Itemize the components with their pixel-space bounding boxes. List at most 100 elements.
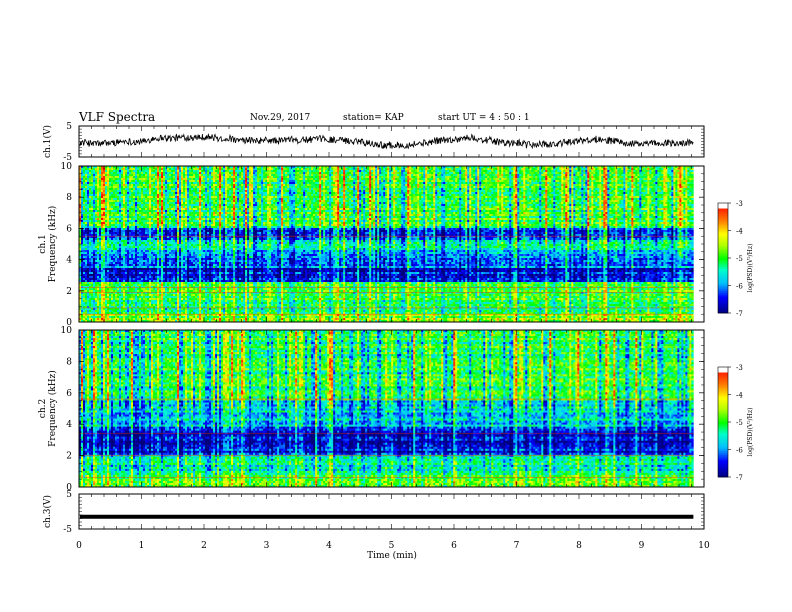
spectrogram-cell <box>159 302 161 304</box>
spectrogram-cell <box>199 268 201 270</box>
spectrogram-cell <box>121 190 123 192</box>
spectrogram-cell <box>167 244 169 246</box>
spectrogram-cell <box>117 310 119 312</box>
spectrogram-cell <box>91 204 93 206</box>
spectrogram-cell <box>119 294 121 296</box>
spectrogram-cell <box>163 244 165 246</box>
spectrogram-cell <box>157 194 159 196</box>
spectrogram-cell <box>157 206 159 208</box>
spectrogram-cell <box>169 170 171 172</box>
spectrogram-cell <box>187 280 189 282</box>
spectrogram-cell <box>147 174 149 176</box>
spectrogram-cell <box>95 260 97 262</box>
spectrogram-cell <box>183 206 185 208</box>
spectrogram-cell <box>199 248 201 250</box>
spectrogram-cell <box>133 208 135 210</box>
spectrogram-cell <box>193 184 195 186</box>
spectrogram-cell <box>149 176 151 178</box>
spectrogram-cell <box>177 254 179 256</box>
spectrogram-cell <box>177 208 179 210</box>
spectrogram-cell <box>133 288 135 290</box>
spectrogram-cell <box>117 216 119 218</box>
spectrogram-cell <box>99 296 101 298</box>
spectrogram-cell <box>115 238 117 240</box>
spectrogram-cell <box>131 222 133 224</box>
spectrogram-cell <box>199 290 201 292</box>
spectrogram-cell <box>117 242 119 244</box>
spectrogram-cell <box>143 226 145 228</box>
spectrogram-cell <box>97 180 99 182</box>
spectrogram-cell <box>99 168 101 170</box>
spectrogram-cell <box>157 282 159 284</box>
spectrogram-cell <box>103 282 105 284</box>
spectrogram-cell <box>97 226 99 228</box>
spectrogram-cell <box>117 280 119 282</box>
spectrogram-cell <box>193 318 195 320</box>
spectrogram-cell <box>191 232 193 234</box>
spectrogram-cell <box>123 214 125 216</box>
spectrogram-cell <box>131 246 133 248</box>
spectrogram-cell <box>201 174 203 176</box>
spectrogram-cell <box>121 194 123 196</box>
spectrogram-cell <box>195 256 197 258</box>
spectrogram-cell <box>167 272 169 274</box>
spectrogram-cell <box>117 232 119 234</box>
spectrogram-cell <box>169 260 171 262</box>
spectrogram-cell <box>149 182 151 184</box>
spectrogram-cell <box>157 318 159 320</box>
spectrogram-cell <box>113 228 115 230</box>
spectrogram-cell <box>197 182 199 184</box>
spectrogram-cell <box>149 224 151 226</box>
spectrogram-cell <box>183 282 185 284</box>
spectrogram-cell <box>87 220 89 222</box>
spectrogram-cell <box>169 288 171 290</box>
spectrogram-cell <box>175 272 177 274</box>
spectrogram-cell <box>125 266 127 268</box>
spectrogram-cell <box>87 264 89 266</box>
spectrogram-cell <box>133 248 135 250</box>
spectrogram-cell <box>105 228 107 230</box>
spectrogram-cell <box>175 280 177 282</box>
spectrogram-cell <box>115 172 117 174</box>
spectrogram-cell <box>163 310 165 312</box>
spectrogram-cell <box>89 240 91 242</box>
spectrogram-cell <box>99 242 101 244</box>
spectrogram-cell <box>125 172 127 174</box>
spectrogram-cell <box>123 172 125 174</box>
spectrogram-cell <box>179 242 181 244</box>
spectrogram-cell <box>101 300 103 302</box>
spectrogram-cell <box>105 194 107 196</box>
spectrogram-cell <box>135 294 137 296</box>
spectrogram-cell <box>119 254 121 256</box>
spectrogram-cell <box>197 228 199 230</box>
spectrogram-cell <box>107 318 109 320</box>
spectrogram-cell <box>105 184 107 186</box>
spectrogram-cell <box>197 260 199 262</box>
spectrogram-cell <box>149 204 151 206</box>
spectrogram-cell <box>101 180 103 182</box>
spectrogram-cell <box>157 238 159 240</box>
spectrogram-cell <box>121 316 123 318</box>
spectrogram-cell <box>89 210 91 212</box>
spectrogram-cell <box>87 256 89 258</box>
spectrogram-cell <box>193 316 195 318</box>
spectrogram-cell <box>175 238 177 240</box>
spectrogram-cell <box>197 216 199 218</box>
spectrogram-cell <box>159 202 161 204</box>
spectrogram-cell <box>197 214 199 216</box>
spectrogram-cell <box>169 246 171 248</box>
spectrogram-cell <box>169 278 171 280</box>
spectrogram-cell <box>185 254 187 256</box>
spectrogram-cell <box>115 288 117 290</box>
spectrogram-cell <box>95 168 97 170</box>
spectrogram-cell <box>167 302 169 304</box>
spectrogram-cell <box>123 284 125 286</box>
spectrogram-cell <box>175 294 177 296</box>
spectrogram-cell <box>125 186 127 188</box>
spectrogram-cell <box>89 174 91 176</box>
spectrogram-cell <box>195 272 197 274</box>
spectrogram-cell <box>95 176 97 178</box>
spectrogram-cell <box>167 216 169 218</box>
spectrogram-cell <box>95 270 97 272</box>
spectrogram-cell <box>179 230 181 232</box>
